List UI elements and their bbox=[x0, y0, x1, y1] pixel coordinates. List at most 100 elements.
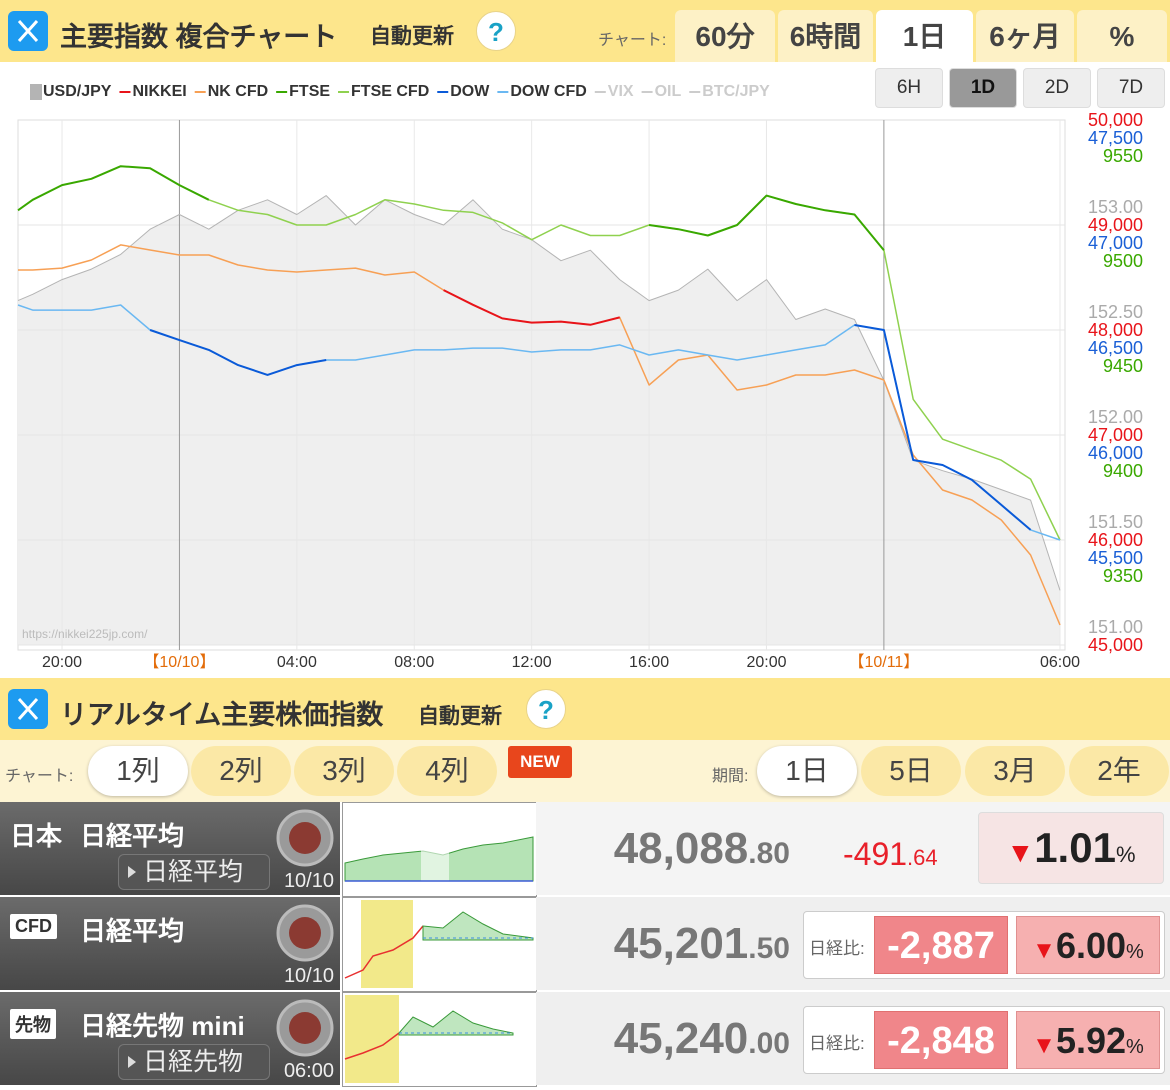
y-tick-label: 9500 bbox=[1103, 251, 1143, 271]
auto-update: 自動更新 bbox=[370, 25, 454, 48]
area bbox=[18, 195, 1060, 645]
section-bar: リアルタイム主要株価指数 自動更新 ? bbox=[0, 678, 1170, 740]
legend-marker bbox=[30, 84, 42, 100]
sub-button[interactable]: 日経平均 bbox=[118, 854, 270, 890]
index-name: 日経平均 bbox=[80, 916, 185, 946]
range-button[interactable]: 7D bbox=[1097, 68, 1165, 108]
legend-label: FTSE bbox=[289, 83, 330, 100]
period-button[interactable]: 1日 bbox=[757, 746, 857, 796]
sparkline bbox=[342, 992, 537, 1087]
period-label: 期間: bbox=[712, 768, 749, 785]
x-tick-label: 12:00 bbox=[512, 654, 552, 671]
legend-label: NIKKEI bbox=[132, 83, 186, 100]
y-tick-label: 47,000 bbox=[1088, 233, 1143, 253]
y-tick-label: 151.00 bbox=[1088, 617, 1143, 637]
y-tick-label: 153.00 bbox=[1088, 197, 1143, 217]
quote-values: 45,201.50 日経比: -2,887 ▼6.00% bbox=[0, 897, 1170, 990]
difference: -2,887 bbox=[874, 916, 1008, 974]
help[interactable]: ? bbox=[526, 689, 566, 729]
legend-label: DOW bbox=[450, 83, 490, 100]
grid bbox=[18, 120, 1065, 650]
index-row[interactable]: 日本 日経平均 日経平均 10/10 48,088.80 -491.64 ▼1.01% bbox=[0, 802, 1170, 897]
range-button[interactable]: 1D bbox=[949, 68, 1017, 108]
lines bbox=[17, 165, 1061, 626]
legend-label: OIL bbox=[655, 83, 682, 100]
index-panel: 先物 日経先物 mini 日経先物 06:00 bbox=[0, 992, 340, 1085]
y-tick-label: 152.00 bbox=[1088, 407, 1143, 427]
y-tick-label: 46,500 bbox=[1088, 338, 1143, 358]
y-tick-label: 151.50 bbox=[1088, 512, 1143, 532]
price: 48,088.80 bbox=[613, 824, 790, 873]
index-panel: 日本 日経平均 日経平均 10/10 bbox=[0, 802, 340, 895]
range-button[interactable]: 2D bbox=[1023, 68, 1091, 108]
legend-label: NK CFD bbox=[208, 83, 268, 100]
status-icon bbox=[276, 999, 334, 1057]
change: -491.64 bbox=[843, 836, 938, 872]
title: 主要指数 複合チャート bbox=[60, 22, 338, 52]
percent-change: ▼1.01% bbox=[978, 812, 1164, 884]
arrow-icon bbox=[128, 1056, 136, 1068]
badge: 日本 bbox=[10, 821, 63, 851]
tab[interactable]: 1日 bbox=[876, 10, 973, 62]
tab[interactable]: 6ヶ月 bbox=[976, 10, 1074, 62]
compare-box: 日経比: -2,887 ▼6.00% bbox=[803, 911, 1165, 979]
range-button[interactable]: 6H bbox=[875, 68, 943, 108]
percent-change: ▼5.92% bbox=[1016, 1011, 1160, 1069]
layout-button[interactable]: 4列 bbox=[397, 746, 497, 796]
layout-button[interactable]: 2列 bbox=[191, 746, 291, 796]
x-tick-label: 20:00 bbox=[746, 654, 786, 671]
layout-button[interactable]: 3列 bbox=[294, 746, 394, 796]
price: 45,201.50 bbox=[613, 919, 790, 968]
legend-label: DOW CFD bbox=[510, 83, 586, 100]
quote-values: 48,088.80 -491.64 ▼1.01% bbox=[0, 802, 1170, 895]
tab[interactable]: % bbox=[1077, 10, 1167, 62]
index-row[interactable]: CFD 日経平均 10/10 45,201.50 日経比: -2,887 ▼6.00% bbox=[0, 897, 1170, 992]
compare-box: 日経比: -2,848 ▼5.92% bbox=[803, 1006, 1165, 1074]
y-tick-label: 47,500 bbox=[1088, 128, 1143, 148]
date: 06:00 bbox=[283, 1060, 334, 1082]
y-tick-label: 50,000 bbox=[1088, 110, 1143, 130]
x-tick-label: 06:00 bbox=[1040, 654, 1080, 671]
chart: 20:00 【10/10】 04:00 08:00 12:00 16:00 20:00 【10… bbox=[17, 83, 1143, 672]
line bbox=[208, 194, 1061, 541]
y-tick-label: 9550 bbox=[1103, 146, 1143, 166]
badge: CFD bbox=[10, 914, 57, 939]
y-tick-label: 49,000 bbox=[1088, 215, 1143, 235]
line bbox=[443, 289, 620, 326]
x-icon[interactable] bbox=[8, 11, 48, 51]
compare-label: 日経比: bbox=[809, 939, 865, 958]
status-icon bbox=[276, 809, 334, 867]
period-button[interactable]: 2年 bbox=[1069, 746, 1169, 796]
y-tick-label: 47,000 bbox=[1088, 425, 1143, 445]
x-tick-label: 04:00 bbox=[277, 654, 317, 671]
status-icon bbox=[276, 904, 334, 962]
x-tick-label: 【10/11】 bbox=[848, 654, 919, 671]
tab[interactable]: 6時間 bbox=[778, 10, 873, 62]
index-name: 日経先物 mini bbox=[80, 1011, 245, 1041]
period-button[interactable]: 3月 bbox=[965, 746, 1065, 796]
sub-button[interactable]: 日経先物 bbox=[118, 1044, 270, 1080]
period-button[interactable]: 5日 bbox=[861, 746, 961, 796]
layout-button[interactable]: 1列 bbox=[88, 746, 188, 796]
sparkline bbox=[342, 897, 537, 992]
y-tick-label: 9350 bbox=[1103, 566, 1143, 586]
labels: 20:00 【10/10】 04:00 08:00 12:00 16:00 20:00 【10… bbox=[22, 83, 1143, 671]
new-badge: NEW bbox=[508, 746, 572, 778]
line bbox=[17, 165, 885, 251]
tab[interactable]: 60分 bbox=[675, 10, 775, 62]
areas bbox=[18, 195, 1060, 645]
auto-update: 自動更新 bbox=[418, 705, 502, 728]
difference: -2,848 bbox=[874, 1011, 1008, 1069]
date: 10/10 bbox=[283, 870, 334, 892]
legend-label: BTC/JPY bbox=[702, 83, 770, 100]
line bbox=[149, 324, 1032, 531]
help[interactable]: ? bbox=[476, 11, 516, 51]
x-icon[interactable] bbox=[8, 689, 48, 729]
top-bar: 主要指数 複合チャート 自動更新 ? チャート: 60分 6時間 1日 6ヶ月% bbox=[0, 0, 1170, 62]
index-row[interactable]: 先物 日経先物 mini 日経先物 06:00 45,240.00 日経比: -2,848 ▼… bbox=[0, 992, 1170, 1087]
x-tick-label: 【10/10】 bbox=[143, 654, 215, 671]
compare-label: 日経比: bbox=[809, 1034, 865, 1053]
x-tick-label: 16:00 bbox=[629, 654, 669, 671]
y-tick-label: 45,000 bbox=[1088, 635, 1143, 655]
